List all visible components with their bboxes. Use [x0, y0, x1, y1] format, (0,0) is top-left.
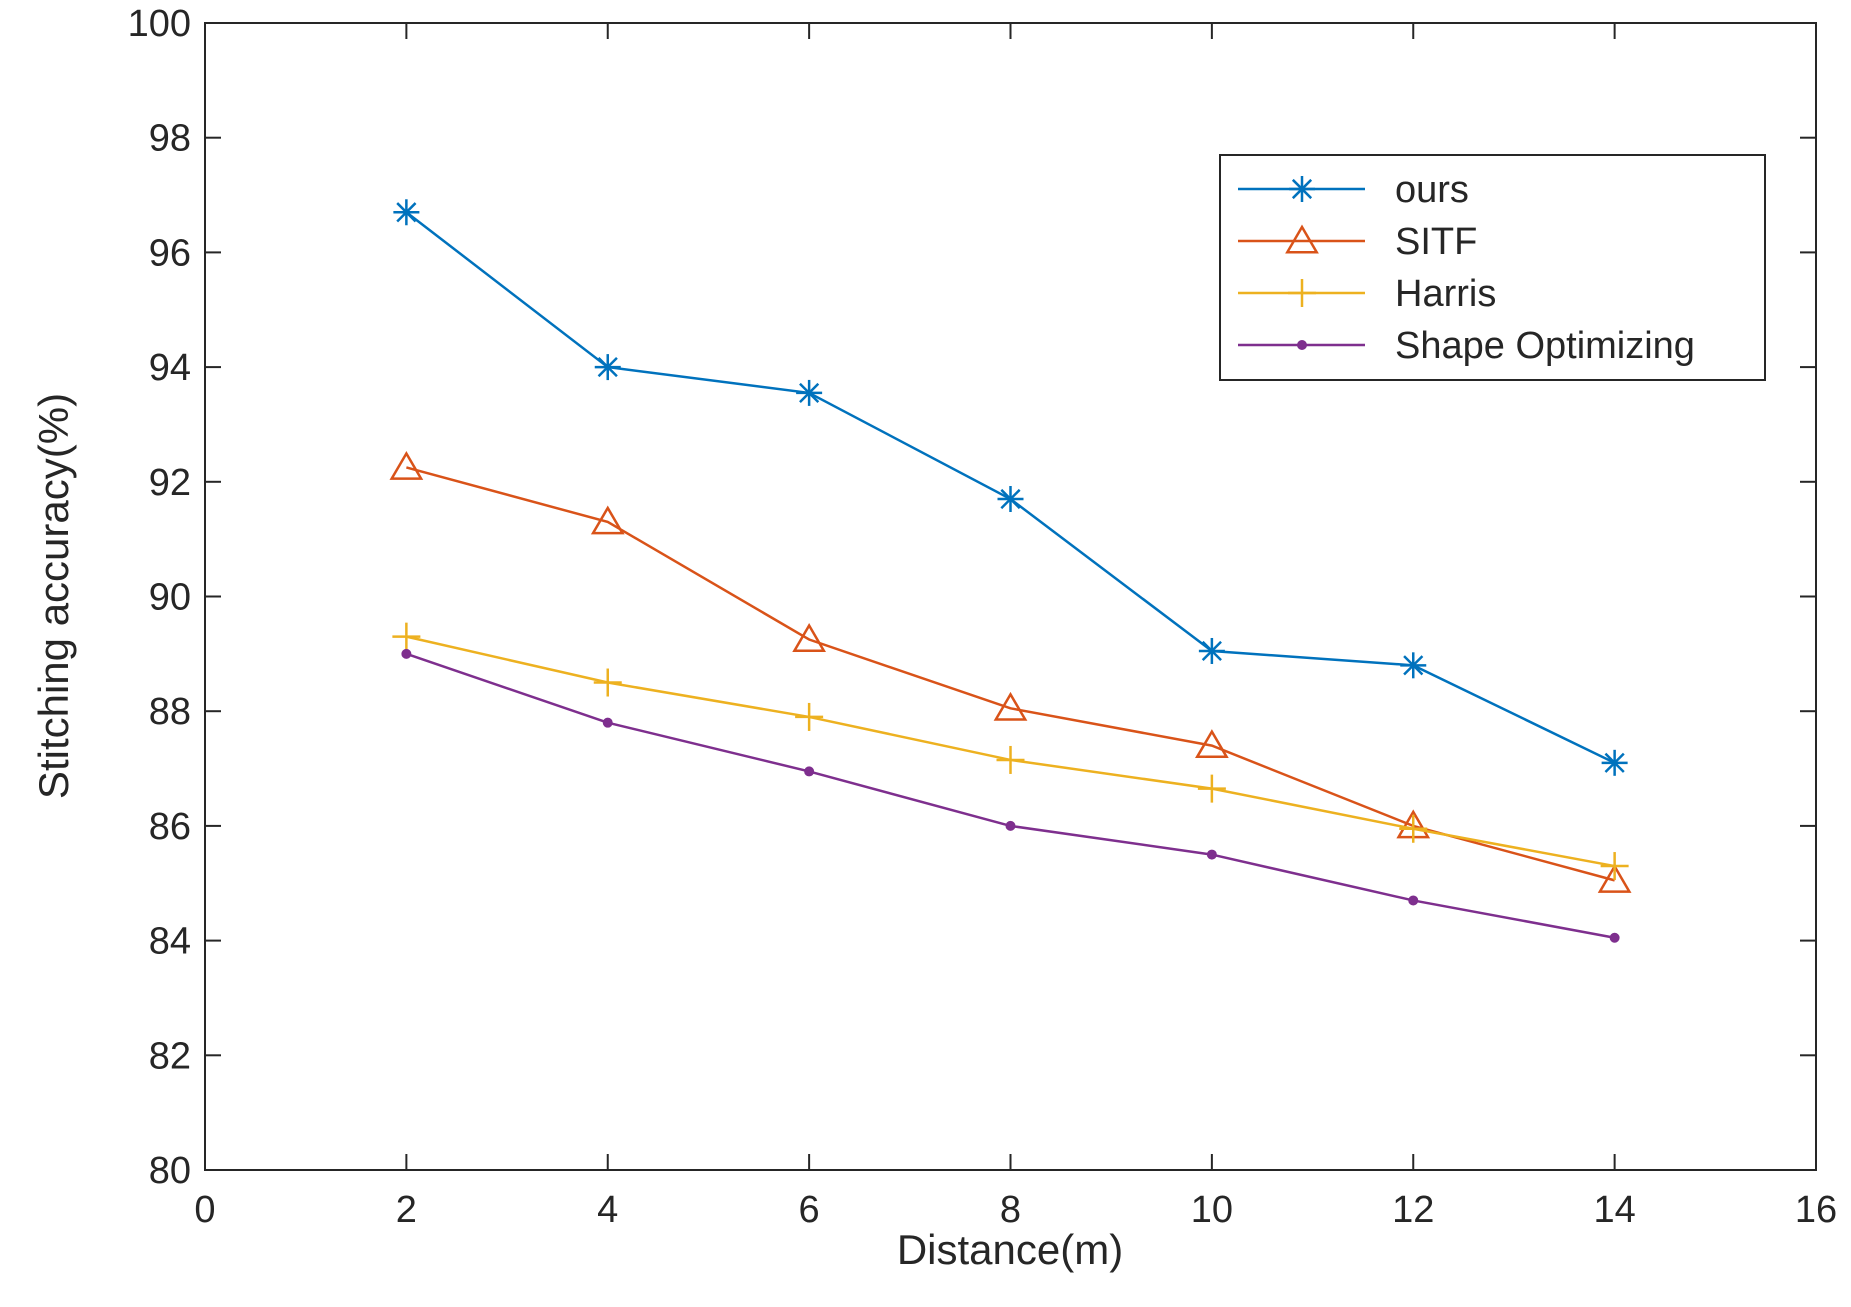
x-axis-label: Distance(m) — [897, 1226, 1123, 1273]
data-point-harris — [1197, 774, 1226, 803]
marker-shape — [993, 691, 1028, 721]
y-tick-label: 88 — [149, 691, 191, 733]
marker-shape — [1609, 932, 1620, 943]
marker-stroke — [799, 382, 820, 403]
data-point-sitf — [1194, 729, 1229, 759]
marker-shape — [1285, 224, 1319, 254]
marker-stroke — [1291, 178, 1313, 200]
x-tick-label: 4 — [597, 1189, 618, 1231]
data-point-ours — [997, 486, 1024, 513]
data-point-harris — [1399, 814, 1428, 843]
legend-item-sitf: SITF — [1238, 221, 1477, 263]
marker-shape — [1206, 849, 1217, 860]
x-tick-label: 8 — [1000, 1189, 1021, 1231]
y-tick-label: 90 — [149, 577, 191, 619]
y-tick-label: 82 — [149, 1035, 191, 1077]
marker-shape — [1408, 895, 1419, 906]
series-shape-optimizing — [401, 648, 1620, 943]
legend-marker — [1297, 340, 1307, 350]
legend-marker — [1285, 224, 1319, 254]
marker-shape — [1597, 863, 1632, 893]
data-point-shape-optimizing — [804, 766, 815, 777]
data-point-harris — [593, 668, 622, 697]
data-point-sitf — [389, 450, 424, 480]
data-point-ours — [1198, 637, 1225, 664]
legend-item-shape-optimizing: Shape Optimizing — [1238, 325, 1695, 367]
y-tick-label: 96 — [149, 232, 191, 274]
data-point-shape-optimizing — [602, 717, 613, 728]
series-harris — [392, 622, 1629, 881]
legend-label: ours — [1395, 169, 1469, 211]
x-tick-label: 2 — [396, 1189, 417, 1231]
data-point-sitf — [792, 623, 827, 652]
y-tick-label: 86 — [149, 806, 191, 848]
x-tick-label: 16 — [1795, 1189, 1837, 1231]
data-point-shape-optimizing — [1408, 895, 1419, 906]
data-point-shape-optimizing — [1206, 849, 1217, 860]
y-tick-label: 98 — [149, 118, 191, 160]
data-point-ours — [1400, 652, 1427, 679]
data-point-harris — [795, 702, 824, 731]
marker-stroke — [597, 357, 618, 378]
legend-label: Harris — [1395, 273, 1496, 315]
legend: ours SITF Harris Shape Optimizing — [1219, 154, 1766, 381]
data-point-harris — [1600, 852, 1629, 881]
data-point-shape-optimizing — [1005, 820, 1016, 831]
marker-shape — [1005, 820, 1016, 831]
marker-stroke — [396, 202, 417, 223]
data-point-ours — [393, 199, 420, 226]
y-tick-label: 94 — [149, 347, 191, 389]
marker-stroke — [1604, 752, 1625, 773]
marker-shape — [389, 450, 424, 480]
legend-item-harris: Harris — [1238, 273, 1496, 315]
data-point-sitf — [1597, 863, 1632, 893]
y-tick-label: 84 — [149, 921, 191, 963]
data-point-shape-optimizing — [401, 648, 412, 659]
x-tick-label: 14 — [1593, 1189, 1635, 1231]
x-axis: 0 2 4 6 8 10 12 14 16 — [194, 23, 1837, 1231]
marker-shape — [1297, 340, 1307, 350]
data-point-ours — [1601, 749, 1628, 776]
marker-shape — [602, 717, 613, 728]
legend-item-ours: ours — [1238, 169, 1469, 211]
data-point-ours — [594, 354, 621, 381]
y-tick-label: 100 — [128, 3, 191, 45]
x-tick-label: 6 — [799, 1189, 820, 1231]
data-point-ours — [796, 379, 823, 406]
marker-shape — [401, 648, 412, 659]
y-axis-label: Stitching accuracy(%) — [30, 393, 77, 799]
marker-shape — [590, 505, 625, 535]
marker-stroke — [1000, 488, 1021, 510]
legend-marker — [1288, 279, 1316, 307]
legend-box — [1219, 154, 1766, 381]
y-axis: 80 82 84 86 88 90 92 94 96 98 100 — [128, 3, 1816, 1192]
data-point-harris — [392, 622, 421, 651]
marker-shape — [804, 766, 815, 777]
x-tick-label: 12 — [1392, 1189, 1434, 1231]
y-tick-label: 92 — [149, 462, 191, 504]
x-tick-label: 10 — [1191, 1189, 1233, 1231]
data-point-shape-optimizing — [1609, 932, 1620, 943]
legend-marker — [1289, 176, 1315, 202]
legend-label: SITF — [1395, 221, 1477, 263]
data-point-harris — [996, 745, 1025, 774]
data-point-sitf — [993, 691, 1028, 721]
marker-stroke — [1201, 640, 1222, 662]
data-point-sitf — [590, 505, 625, 535]
series-ours — [393, 199, 1628, 776]
marker-shape — [1194, 729, 1229, 759]
x-tick-label: 0 — [194, 1189, 215, 1231]
marker-stroke — [1403, 655, 1424, 676]
legend-label: Shape Optimizing — [1395, 325, 1695, 367]
marker-shape — [792, 623, 827, 652]
y-tick-label: 80 — [149, 1150, 191, 1192]
series-layer — [389, 199, 1632, 943]
